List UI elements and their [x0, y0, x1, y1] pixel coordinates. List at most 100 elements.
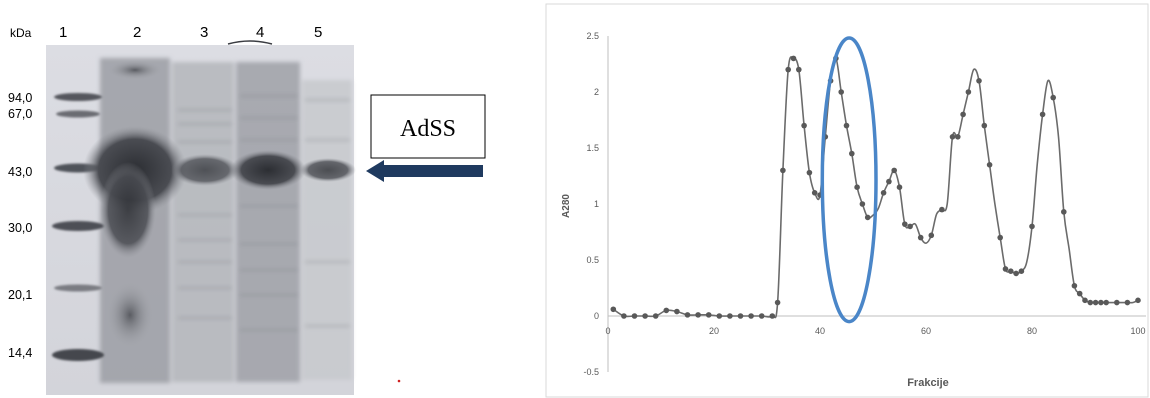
data-point [1103, 299, 1109, 306]
data-point [1013, 270, 1019, 277]
gel-marker-labels: 94,0 67,0 43,0 30,0 20,1 14,4 [8, 91, 32, 360]
data-point [965, 89, 972, 95]
data-point [737, 313, 744, 319]
x-tick-label: 0 [605, 326, 610, 336]
data-point [880, 190, 887, 196]
data-point [864, 214, 871, 221]
callout-box [370, 94, 486, 159]
data-point [769, 313, 776, 319]
x-tick-label: 20 [709, 326, 719, 336]
data-point [1114, 299, 1120, 306]
data-point [849, 150, 855, 157]
data-point [674, 308, 680, 315]
data-point [838, 89, 844, 95]
data-point [1076, 290, 1083, 297]
marker-label-20: 20,1 [8, 288, 32, 302]
data-point [955, 134, 961, 140]
marker-label-67: 67,0 [8, 107, 32, 121]
marker-label-14: 14,4 [8, 346, 32, 360]
data-point [886, 178, 892, 185]
data-point [780, 167, 786, 174]
data-point [1071, 282, 1078, 289]
data-point [1039, 111, 1046, 118]
data-point [949, 134, 956, 140]
lane-label-5: 5 [314, 24, 322, 41]
x-tick-label: 80 [1027, 326, 1037, 336]
data-point [1135, 297, 1141, 304]
lane-label-1: 1 [59, 24, 67, 41]
y-tick-label: 1 [594, 199, 599, 209]
data-point [642, 313, 648, 319]
stray-dot [397, 379, 401, 383]
data-point [727, 313, 733, 319]
data-point [986, 162, 993, 168]
chart: -0.5 0 0.5 1 1.5 2 2.5 0 20 40 60 80 100 A280 Frakc… [545, 3, 1149, 398]
data-point [758, 313, 765, 319]
data-point [902, 221, 908, 227]
data-point [610, 306, 617, 313]
data-point [1087, 299, 1094, 306]
gel-panel: kDa 1 2 3 4 5 94,0 67,0 43,0 30,0 20,1 1… [8, 24, 486, 395]
data-point [695, 312, 701, 318]
gel-target-band [83, 60, 356, 349]
data-point [716, 313, 723, 319]
lane-label-3: 3 [200, 24, 208, 41]
x-tick-label: 60 [921, 326, 931, 336]
data-point [1082, 297, 1088, 304]
data-point [806, 169, 813, 176]
data-point [811, 190, 818, 196]
data-point [621, 313, 627, 319]
y-tick-label: 0.5 [586, 255, 599, 265]
data-point [917, 234, 924, 241]
y-tick-label: 0 [594, 311, 599, 321]
data-point [684, 312, 691, 318]
y-tick-label: -0.5 [583, 367, 599, 377]
data-point [928, 232, 935, 239]
gel-blemish [227, 40, 273, 45]
data-point [976, 78, 982, 84]
data-point [859, 201, 866, 207]
data-point [774, 299, 781, 306]
data-point [796, 66, 802, 73]
data-point [1018, 268, 1025, 275]
marker-label-94: 94,0 [8, 91, 32, 105]
chart-border [545, 3, 1149, 398]
data-point [960, 111, 966, 118]
data-point [1029, 223, 1035, 230]
data-point [997, 234, 1003, 241]
callout-label: AdSS [400, 116, 456, 142]
x-axis-label: Frakcije [907, 377, 949, 389]
data-point [843, 122, 850, 129]
marker-label-30: 30,0 [8, 221, 32, 235]
callout-arrow [366, 160, 483, 182]
data-point [790, 55, 797, 62]
data-point [1008, 268, 1014, 275]
data-point [854, 184, 860, 190]
data-point [705, 312, 712, 318]
x-tick-label: 40 [815, 326, 825, 336]
data-point [748, 313, 754, 319]
lane-label-2: 2 [133, 24, 141, 41]
data-point [939, 206, 945, 213]
data-point [1050, 94, 1056, 101]
data-point [663, 307, 670, 314]
data-point [652, 313, 659, 319]
data-point [1098, 299, 1104, 306]
data-point [631, 313, 638, 319]
y-tick-label: 2.5 [586, 31, 599, 41]
data-point [1002, 266, 1009, 272]
data-point [1124, 299, 1131, 306]
x-tick-labels: 0 20 40 60 80 100 [605, 326, 1145, 336]
y-axis-label: A280 [561, 194, 572, 218]
data-point [1061, 209, 1067, 215]
highlight-ellipse [820, 36, 878, 324]
data-point [896, 184, 903, 190]
lane-label-4: 4 [256, 24, 264, 41]
data-point [785, 66, 791, 73]
data-point [1092, 299, 1099, 306]
y-tick-label: 1.5 [586, 143, 599, 153]
series-group [610, 55, 1141, 319]
marker-label-43: 43,0 [8, 165, 32, 179]
gel-unit-label: kDa [10, 26, 32, 40]
